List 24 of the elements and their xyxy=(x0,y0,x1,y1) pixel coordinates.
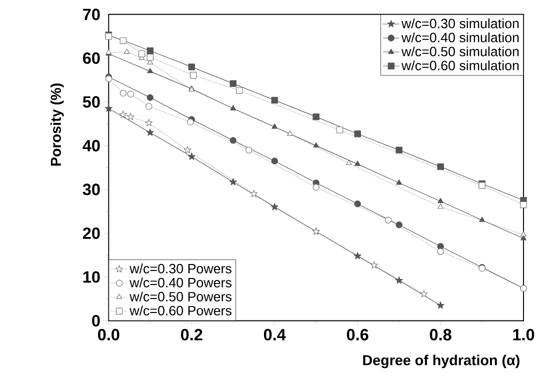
x-tick-label: 0.6 xyxy=(346,328,368,340)
legend-label: w/c=0.60 Powers xyxy=(130,306,232,316)
y-axis-title: Porosity (%) xyxy=(50,83,64,166)
y-tick-label: 30 xyxy=(82,184,100,196)
legend-label: w/c=0.50 simulation xyxy=(401,46,519,56)
legend-label: w/c=0.50 Powers xyxy=(130,292,232,302)
y-tick-label: 20 xyxy=(82,227,100,239)
legend-label: w/c=0.40 Powers xyxy=(130,278,232,288)
x-tick-label: 0.4 xyxy=(264,328,286,340)
y-tick-label: 10 xyxy=(83,271,100,283)
x-tick-label: 0.0 xyxy=(98,328,120,340)
x-tick-label: 0.8 xyxy=(430,328,452,340)
legend-label: w/c=0.40 simulation xyxy=(401,32,519,42)
x-axis-title: Degree of hydration (α) xyxy=(363,354,520,368)
legend-label: w/c=0.60 simulation xyxy=(401,60,519,70)
y-tick-label: 0 xyxy=(92,314,100,326)
legend-label: w/c=0.30 simulation xyxy=(401,18,519,28)
y-tick-label: 60 xyxy=(82,52,100,64)
y-tick-label: 70 xyxy=(83,8,100,20)
x-tick-label: 0.2 xyxy=(180,328,202,340)
y-tick-label: 40 xyxy=(82,140,100,152)
x-tick-label: 1.0 xyxy=(513,328,534,340)
legend-label: w/c=0.30 Powers xyxy=(130,263,232,274)
y-tick-label: 50 xyxy=(82,96,100,108)
